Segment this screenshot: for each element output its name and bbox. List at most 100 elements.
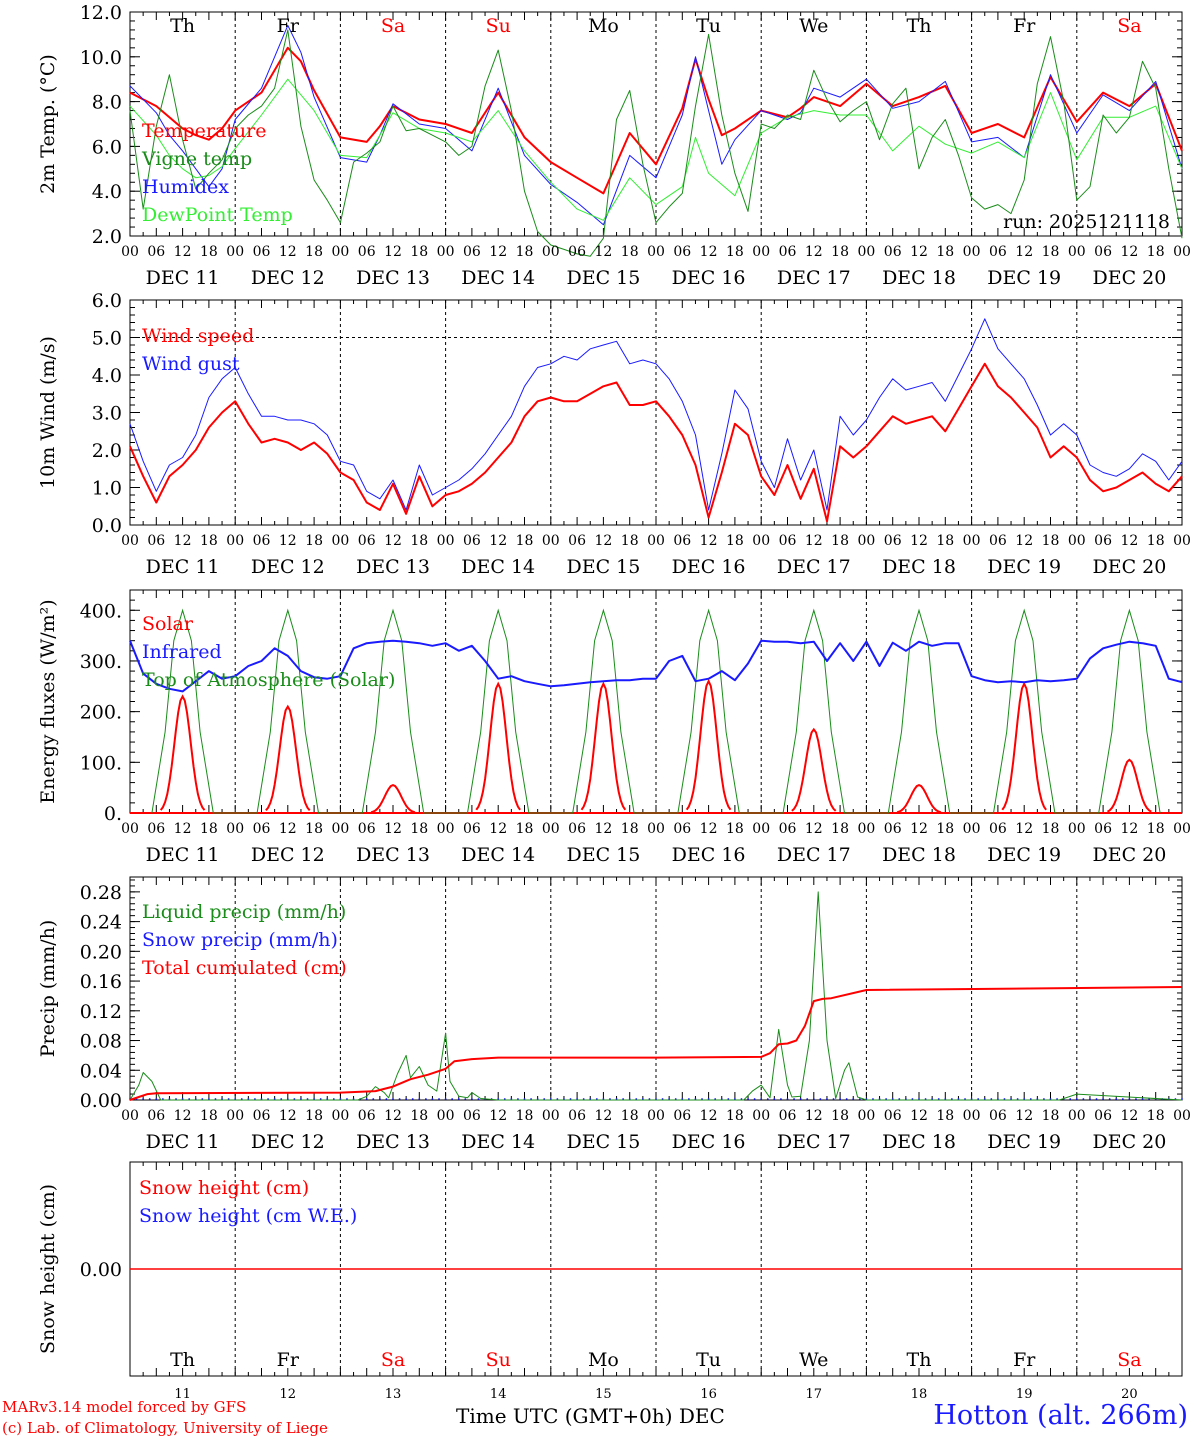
hour-label: 12 xyxy=(489,533,507,549)
hour-label: 00 xyxy=(1068,1108,1086,1124)
series-snow-precip-point xyxy=(1128,1098,1131,1100)
hour-label: 18 xyxy=(726,821,744,837)
hour-label: 12 xyxy=(1015,821,1033,837)
series-snow-precip-point xyxy=(727,1098,730,1100)
y-axis-label-snow: Snow height (cm) xyxy=(37,1184,59,1354)
series-snow-precip-point xyxy=(523,1098,526,1100)
hour-label: 12 xyxy=(910,244,928,260)
day-name-bottom: Sa xyxy=(381,1349,405,1371)
y-axis-label-temp: 2m Temp. (°C) xyxy=(37,54,59,194)
hour-label: 06 xyxy=(884,533,902,549)
series-snow-precip-point xyxy=(1010,1098,1012,1100)
hour-label: 06 xyxy=(884,821,902,837)
series-snow-precip-point xyxy=(858,1098,861,1100)
series-snow-precip-point xyxy=(142,1098,145,1100)
series-snow-precip-point xyxy=(852,1098,855,1100)
series-snow-precip-point xyxy=(714,1098,717,1100)
date-label: DEC 19 xyxy=(987,556,1061,578)
hour-label: 18 xyxy=(1042,1108,1060,1124)
series-snow-precip-point xyxy=(832,1098,835,1100)
hour-label: 12 xyxy=(910,533,928,549)
day-name-top: Tu xyxy=(696,15,721,37)
date-label: DEC 14 xyxy=(461,1131,535,1153)
hour-label: 00 xyxy=(1068,533,1086,549)
hour-label: 18 xyxy=(305,533,323,549)
series-snow-precip-point xyxy=(339,1098,342,1100)
hour-label: 12 xyxy=(700,1108,718,1124)
date-label: DEC 13 xyxy=(356,1131,430,1153)
series-snow-precip-point xyxy=(655,1098,657,1100)
hour-label: 00 xyxy=(437,821,455,837)
hour-label: 12 xyxy=(910,1108,928,1124)
hour-label: 18 xyxy=(831,244,849,260)
hour-label: 06 xyxy=(989,244,1007,260)
series-snow-precip-point xyxy=(609,1098,611,1100)
series-snow-precip-point xyxy=(543,1098,546,1100)
series-snow-precip-point xyxy=(181,1098,184,1100)
hour-label: 12 xyxy=(174,1108,192,1124)
series-snow-precip-point xyxy=(267,1098,269,1100)
series-snow-precip-point xyxy=(398,1098,401,1100)
series-snow-precip-point xyxy=(694,1098,697,1100)
hour-label: 00 xyxy=(752,821,770,837)
series-snow-precip-point xyxy=(1135,1098,1137,1100)
hour-label: 12 xyxy=(1015,533,1033,549)
hour-label: 18 xyxy=(200,533,218,549)
y-tick-label-energy: 200. xyxy=(80,702,122,724)
y-tick-label-temp: 12.0 xyxy=(80,2,122,24)
hour-label: 06 xyxy=(147,244,165,260)
day-name-top: Fr xyxy=(277,15,300,37)
series-toa-solar xyxy=(151,608,1161,814)
series-snow-precip-point xyxy=(530,1098,532,1100)
series-snow-precip-point xyxy=(582,1098,585,1100)
series-snow-precip-point xyxy=(793,1098,795,1100)
hour-label: 00 xyxy=(1068,821,1086,837)
series-snow-precip-point xyxy=(392,1098,394,1100)
series-snow-precip-point xyxy=(300,1098,302,1100)
date-label: DEC 18 xyxy=(882,844,956,866)
series-snow-precip-point xyxy=(451,1098,454,1100)
hour-label: 12 xyxy=(384,1108,402,1124)
legend-wind: Wind speed xyxy=(142,325,254,347)
series-snow-precip-point xyxy=(352,1098,355,1100)
date-label: DEC 11 xyxy=(146,267,220,289)
series-snow-precip-point xyxy=(1016,1098,1019,1100)
hour-label: 12 xyxy=(805,533,823,549)
series-wind-speed xyxy=(129,362,1183,523)
hour-label: 06 xyxy=(358,244,376,260)
hour-label: 12 xyxy=(279,1108,297,1124)
series-snow-precip-point xyxy=(885,1098,888,1100)
series-snow-precip-point xyxy=(845,1098,848,1100)
hour-label: 00 xyxy=(542,244,560,260)
hour-label: 18 xyxy=(410,533,428,549)
y-tick-label-temp: 8.0 xyxy=(92,92,122,114)
series-snow-precip-point xyxy=(286,1098,289,1100)
series-snow-precip-point xyxy=(891,1098,894,1100)
hour-label: 12 xyxy=(1120,1108,1138,1124)
day-name-top: Th xyxy=(170,15,195,37)
hour-label: 00 xyxy=(437,1108,455,1124)
hour-label: 06 xyxy=(253,533,271,549)
hour-label: 06 xyxy=(463,244,481,260)
day-name-top: Th xyxy=(907,15,932,37)
series-infrared xyxy=(129,639,1183,693)
hour-label: 06 xyxy=(568,821,586,837)
date-label: DEC 15 xyxy=(566,267,640,289)
hour-label: 00 xyxy=(121,821,139,837)
hour-label: 06 xyxy=(989,533,1007,549)
hour-label: 06 xyxy=(673,821,691,837)
series-snow-precip-point xyxy=(1003,1098,1006,1100)
series-dewpoint-temp xyxy=(129,78,1183,221)
series-solar-day-9 xyxy=(1001,681,1047,811)
series-snow-precip-point xyxy=(260,1098,263,1100)
y-tick-label-temp: 6.0 xyxy=(92,136,122,158)
hour-label: 18 xyxy=(410,1108,428,1124)
y-tick-label-temp: 10.0 xyxy=(80,47,122,69)
date-label: DEC 18 xyxy=(882,1131,956,1153)
hour-label: 18 xyxy=(1147,1108,1165,1124)
day-number: 13 xyxy=(385,1387,402,1402)
series-snow-precip-point xyxy=(293,1098,296,1100)
series-snow-precip-point xyxy=(319,1098,322,1100)
day-name-top: We xyxy=(799,15,828,37)
hour-label: 18 xyxy=(831,821,849,837)
